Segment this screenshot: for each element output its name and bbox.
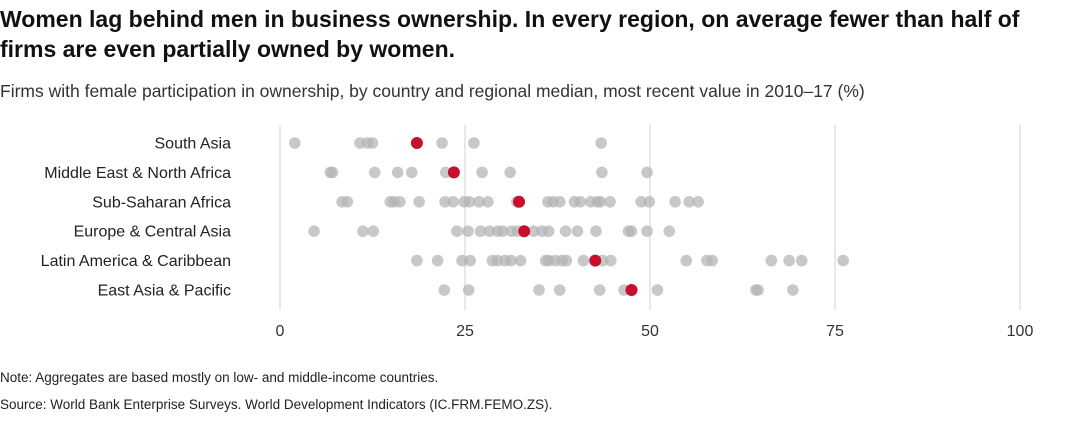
country-dot [468, 137, 480, 149]
region-label: Middle East & North Africa [44, 165, 231, 182]
country-dot [431, 254, 444, 267]
chart-source: Source: World Bank Enterprise Surveys. W… [0, 397, 553, 412]
country-dot [706, 254, 718, 267]
country-dot [411, 254, 423, 267]
country-dot [593, 284, 606, 296]
country-dot [783, 254, 795, 267]
country-dot [357, 225, 369, 237]
country-dot [456, 254, 468, 267]
country-dot [474, 225, 487, 237]
median-dots [410, 137, 638, 296]
chart-title: Women lag behind men in business ownersh… [0, 6, 1020, 62]
country-dot [504, 166, 516, 179]
country-dot [533, 284, 545, 296]
country-dot [577, 254, 590, 267]
country-dot [542, 225, 555, 237]
country-dot [641, 166, 653, 179]
country-dot [692, 196, 704, 208]
median-dot [518, 225, 531, 238]
country-dot [483, 225, 496, 237]
country-dot [635, 196, 647, 208]
x-tick-label: 25 [456, 323, 474, 340]
country-dot [368, 166, 381, 179]
median-dot [410, 137, 423, 149]
country-dot [439, 196, 451, 208]
country-dot [604, 254, 617, 267]
x-tick-label: 100 [1007, 323, 1034, 340]
region-label: Sub-Saharan Africa [92, 194, 231, 211]
region-label: Latin America & Caribbean [41, 253, 231, 270]
x-tick-label: 75 [826, 323, 844, 340]
country-dot [795, 254, 808, 267]
country-dot [289, 137, 301, 149]
country-dot [680, 254, 693, 267]
country-dot [669, 196, 681, 208]
country-dot [367, 225, 380, 237]
chart-note: Note: Aggregates are based mostly on low… [0, 370, 439, 385]
median-dot [513, 195, 526, 208]
median-dot [589, 254, 602, 267]
region-labels: South Asia Middle East & North Africa Sub-… [41, 136, 231, 300]
country-dot [473, 196, 485, 208]
country-dot [394, 196, 406, 208]
median-dot [447, 166, 460, 179]
country-dot [787, 284, 799, 296]
region-label: South Asia [155, 136, 232, 153]
country-dot [560, 254, 573, 267]
country-dot [553, 196, 566, 208]
country-dot [476, 166, 488, 179]
country-dot [436, 137, 448, 149]
region-label: East Asia & Pacific [98, 283, 231, 300]
country-dot [463, 196, 476, 208]
region-label: Europe & Central Asia [74, 224, 232, 241]
x-tick-label: 50 [641, 323, 659, 340]
country-dots [289, 137, 849, 296]
country-dot [837, 254, 849, 267]
gridlines [279, 125, 1021, 310]
country-dot [643, 196, 656, 208]
x-tick-label: 0 [276, 323, 285, 340]
x-axis-ticks: 0 25 50 75 100 [276, 323, 1034, 340]
country-dot [604, 196, 616, 208]
country-dot [405, 166, 418, 179]
country-dot [625, 225, 638, 237]
country-dot [594, 196, 607, 208]
country-dot [462, 225, 474, 237]
country-dot [683, 196, 696, 208]
country-dot [596, 166, 608, 179]
country-dot [482, 196, 494, 208]
country-dot [765, 254, 778, 267]
country-dot [590, 225, 602, 237]
country-dot [462, 284, 475, 296]
country-dot [641, 225, 653, 237]
chart-subtitle: Firms with female participation in owner… [0, 81, 865, 101]
country-dot [366, 137, 379, 149]
country-dot [413, 196, 425, 208]
country-dot [451, 225, 463, 237]
country-dot [514, 254, 527, 267]
country-dot [505, 254, 517, 267]
country-dot [496, 225, 509, 237]
country-dot [447, 196, 459, 208]
country-dot [391, 166, 404, 179]
country-dot [308, 225, 320, 237]
country-dot [553, 284, 566, 296]
country-dot [595, 137, 607, 149]
country-dot [326, 166, 339, 179]
median-dot [625, 284, 638, 296]
country-dot [528, 225, 540, 237]
country-dot [559, 225, 572, 237]
country-dot [341, 196, 354, 208]
country-dot [438, 284, 451, 296]
country-dot [651, 284, 664, 296]
dot-plot-chart: South Asia Middle East & North Africa Sub-… [41, 125, 1034, 340]
country-dot [464, 254, 476, 267]
country-dot [663, 225, 676, 237]
country-dot [752, 284, 764, 296]
country-dot [571, 225, 584, 237]
country-dot [574, 196, 587, 208]
